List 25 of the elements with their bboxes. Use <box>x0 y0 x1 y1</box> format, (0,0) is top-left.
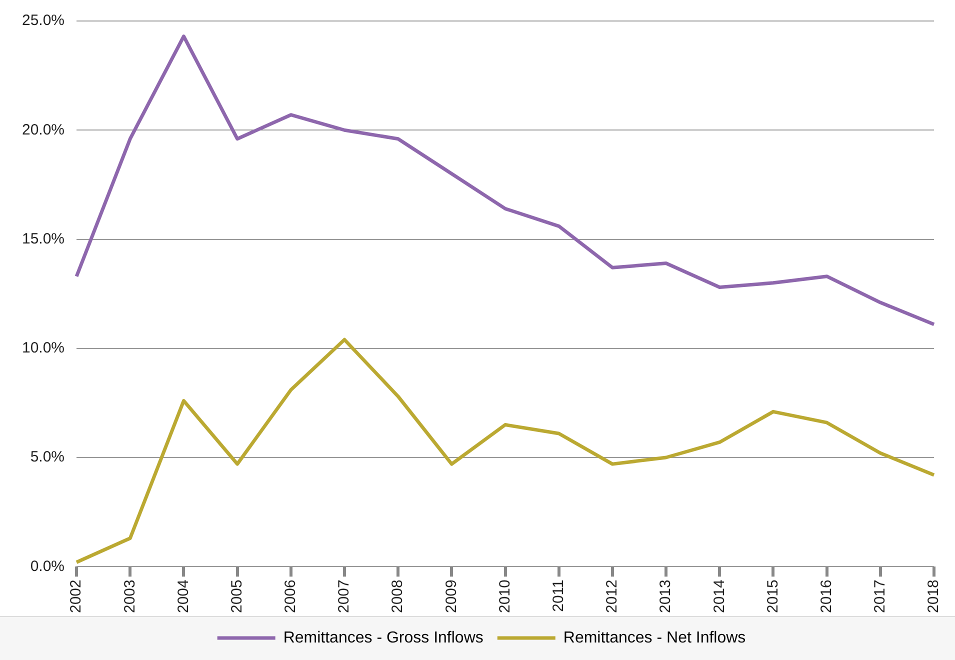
x-tick-label: 2002 <box>68 580 85 614</box>
x-tick-label: 2017 <box>872 580 889 614</box>
x-tick-label: 2003 <box>121 580 138 614</box>
x-tick-label: 2006 <box>282 580 300 614</box>
legend-label: Remittances - Gross Inflows <box>283 629 484 646</box>
y-tick-label: 25.0% <box>22 12 65 30</box>
x-tick-label: 2018 <box>925 580 942 614</box>
x-tick-label: 2008 <box>389 580 406 614</box>
y-tick-label: 20.0% <box>22 121 65 138</box>
y-tick-label: 10.0% <box>22 340 65 357</box>
x-tick-label: 2016 <box>818 580 835 614</box>
x-tick-label: 2014 <box>710 580 728 614</box>
y-tick-label: 5.0% <box>30 448 65 466</box>
x-tick-label: 2004 <box>174 580 192 614</box>
x-tick-label: 2013 <box>657 580 674 614</box>
y-tick-label: 15.0% <box>22 230 65 248</box>
y-tick-label: 0.0% <box>30 558 65 575</box>
x-tick-label: 2012 <box>604 580 621 614</box>
x-tick-label: 2015 <box>764 580 782 614</box>
x-tick-label: 2009 <box>442 580 460 614</box>
x-tick-label: 2011 <box>550 580 567 612</box>
legend-label: Remittances - Net Inflows <box>563 629 746 646</box>
x-tick-label: 2007 <box>336 580 353 614</box>
x-tick-label: 2005 <box>228 580 246 614</box>
x-tick-label: 2010 <box>496 580 514 614</box>
